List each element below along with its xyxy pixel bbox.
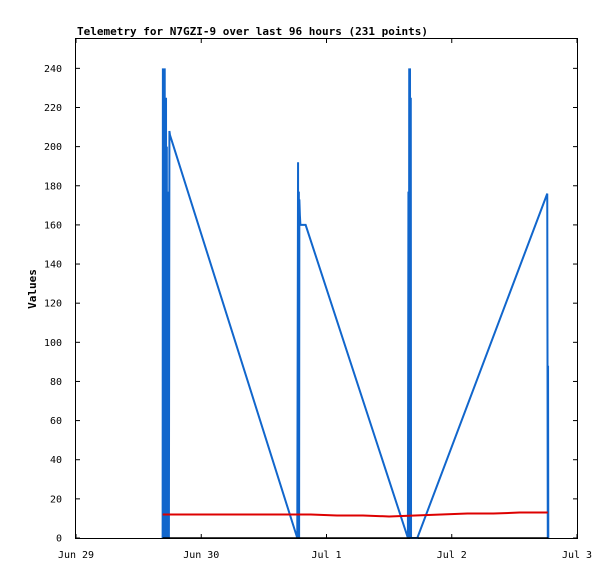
y-tick-label: 60 [50, 416, 62, 427]
y-tick-label: 100 [44, 338, 62, 349]
y-tick-label: 240 [44, 64, 62, 75]
y-tick-label: 0 [56, 534, 62, 545]
y-tick-label: 40 [50, 455, 62, 466]
series-line-1 [161, 68, 550, 539]
y-tick-label: 120 [44, 299, 62, 310]
series-layer [161, 68, 550, 539]
x-tick-label: Jun 29 [58, 550, 94, 561]
y-tick-label: 20 [50, 494, 62, 505]
series-line-2 [162, 511, 548, 518]
x-tick-label: Jun 30 [183, 550, 219, 561]
y-tick-label: 80 [50, 377, 62, 388]
y-axis-ticks: 0 20 40 60 80 100 120 140 160 180 200 220 240 [44, 64, 577, 545]
x-tick-label: Jul 3 [562, 550, 592, 561]
x-tick-label: Jul 2 [437, 550, 467, 561]
y-tick-label: 160 [44, 220, 62, 231]
x-axis-ticks: Jun 29 Jun 30 Jul 1 Jul 2 Jul 3 [58, 39, 592, 561]
y-tick-label: 220 [44, 103, 62, 114]
x-tick-label: Jul 1 [311, 550, 341, 561]
y-tick-label: 200 [44, 142, 62, 153]
y-tick-label: 140 [44, 260, 62, 271]
y-tick-label: 180 [44, 181, 62, 192]
y-axis-label: Values [26, 269, 39, 309]
chart-title: Telemetry for N7GZI-9 over last 96 hours… [77, 25, 428, 38]
